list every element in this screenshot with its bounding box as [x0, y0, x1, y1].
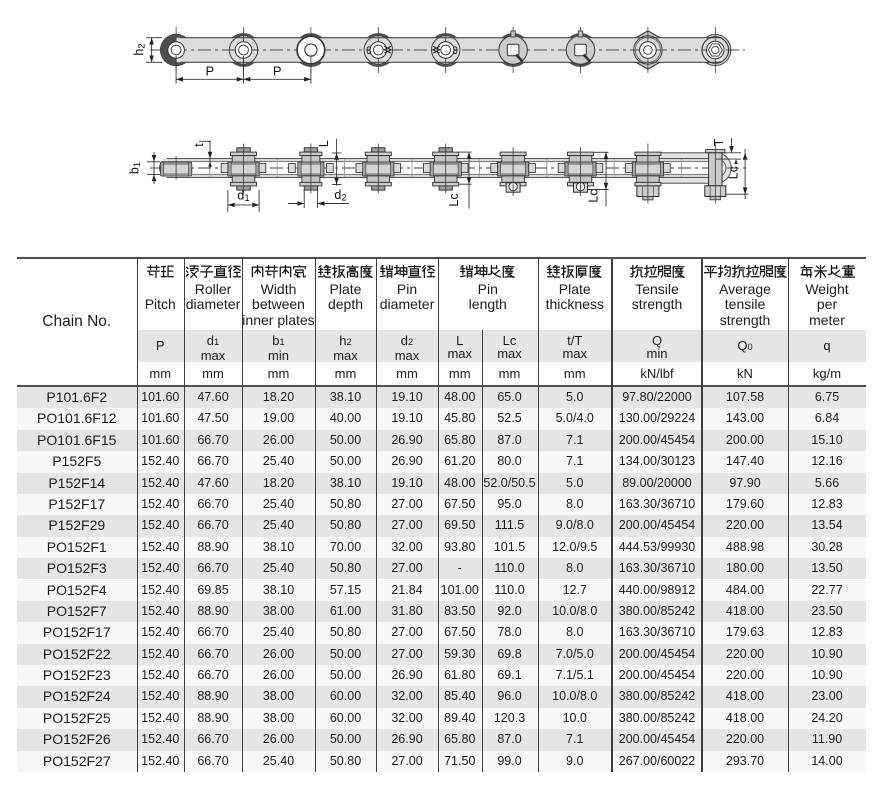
svg-text:P: P [205, 64, 214, 79]
svg-text:T: T [712, 138, 726, 146]
svg-text:Lc: Lc [587, 189, 601, 202]
svg-text:h2: h2 [132, 43, 148, 55]
svg-text:L: L [317, 140, 331, 147]
svg-text:b1: b1 [128, 162, 144, 174]
svg-text:t: t [192, 143, 206, 147]
svg-text:Lc: Lc [727, 166, 741, 179]
svg-text:d2: d2 [334, 188, 346, 204]
svg-text:d1: d1 [237, 189, 249, 205]
svg-text:P: P [273, 64, 282, 79]
svg-text:Lc: Lc [447, 193, 461, 206]
